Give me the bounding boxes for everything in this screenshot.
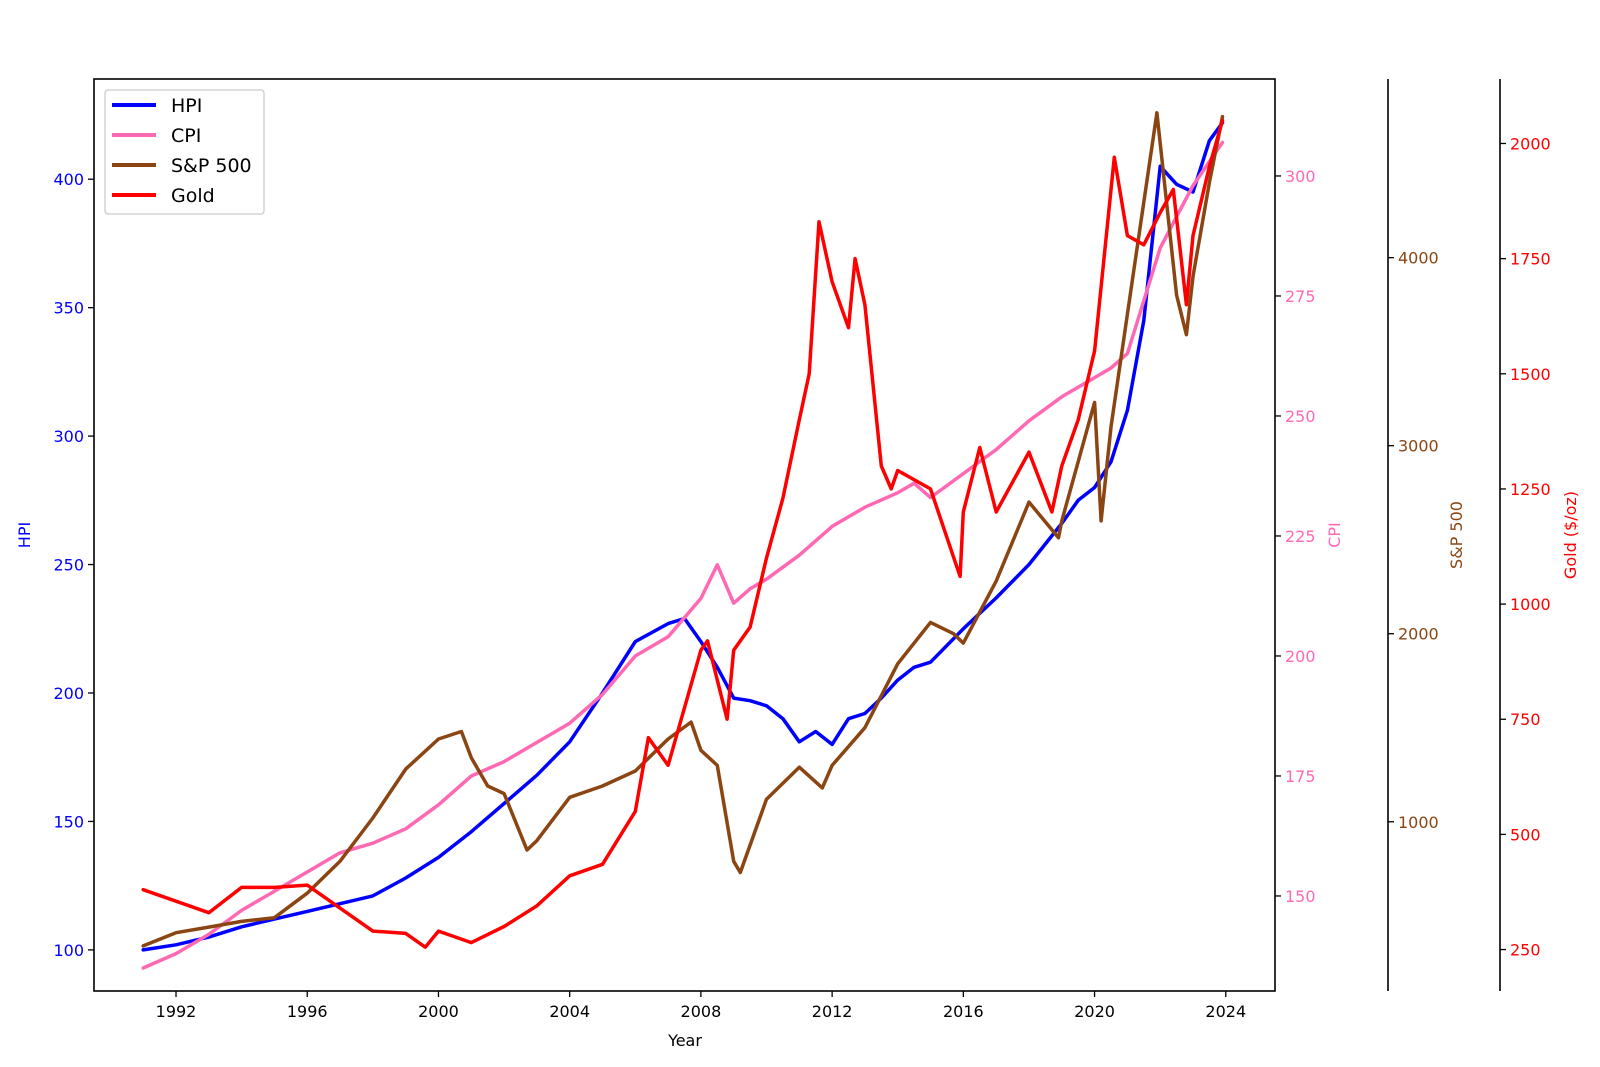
x-tick-label: 2020 [1074, 1002, 1115, 1021]
series-lines [141, 111, 1225, 970]
y-axes: 100150200250300350400HPI1501752002252502… [15, 79, 1580, 991]
y-tick-label-gold: 750 [1510, 710, 1541, 729]
y-axis-title-hpi: HPI [15, 522, 34, 548]
y-tick-label-hpi: 400 [53, 170, 84, 189]
x-tick-label: 2012 [812, 1002, 853, 1021]
y-tick-label-sp500: 1000 [1398, 813, 1439, 832]
y-tick-label-cpi: 175 [1285, 767, 1316, 786]
y-tick-label-sp500: 4000 [1398, 249, 1439, 268]
y-tick-label-cpi: 300 [1285, 167, 1316, 186]
y-tick-label-gold: 1750 [1510, 250, 1551, 269]
series-line-s-p-500 [141, 111, 1225, 948]
y-tick-label-cpi: 225 [1285, 527, 1316, 546]
x-axis: 1992 1996 2000 2004 2008 2012 2016 2020 2024 [156, 991, 1246, 1021]
plot-area-frame [93, 78, 1276, 992]
legend-box [104, 89, 265, 215]
legend: HPI CPI S&P 500 Gold [104, 89, 265, 215]
y-axis-title-gold: Gold ($/oz) [1561, 491, 1580, 579]
x-tick-label: 1996 [287, 1002, 328, 1021]
y-axis-sp500: 1000 2000 3000 4000 S&P 500 [1387, 79, 1466, 991]
series-line-gold [141, 118, 1225, 949]
y-tick-label-gold: 2000 [1510, 134, 1551, 153]
y-tick-label-cpi: 200 [1285, 647, 1316, 666]
y-axis-cpi: 150 175 200 225 250 275 300 CPI [1275, 167, 1344, 906]
y-axis-hpi: 100 150 200 250 300 350 400 HPI [15, 170, 94, 960]
y-tick-label-gold: 500 [1510, 825, 1541, 844]
y-tick-label-cpi: 150 [1285, 887, 1316, 906]
x-tick-label: 2016 [943, 1002, 984, 1021]
x-tick-label: 1992 [156, 1002, 197, 1021]
x-tick-label: 2008 [681, 1002, 722, 1021]
y-tick-label-hpi: 100 [53, 941, 84, 960]
y-tick-label-hpi: 200 [53, 684, 84, 703]
y-axis-title-cpi: CPI [1325, 522, 1344, 548]
legend-entries: HPI CPI S&P 500 Gold [112, 95, 252, 207]
legend-label-cpi: CPI [171, 125, 201, 147]
x-tick-label: 2004 [549, 1002, 590, 1021]
y-axis-gold: 250 500 750 1000 1250 1500 1750 2000 Gold ($/oz) [1499, 79, 1580, 991]
x-axis-title: Year [667, 1031, 702, 1050]
y-tick-label-gold: 1250 [1510, 480, 1551, 499]
y-tick-label-cpi: 275 [1285, 287, 1316, 306]
y-axis-title-sp500: S&P 500 [1447, 501, 1466, 569]
y-tick-label-sp500: 3000 [1398, 437, 1439, 456]
x-tick-label: 2024 [1205, 1002, 1246, 1021]
y-tick-label-cpi: 250 [1285, 407, 1316, 426]
y-tick-label-gold: 250 [1510, 941, 1541, 960]
legend-label-s-p-500: S&P 500 [171, 155, 252, 177]
y-tick-label-hpi: 250 [53, 556, 84, 575]
y-tick-label-hpi: 150 [53, 812, 84, 831]
y-tick-label-hpi: 350 [53, 299, 84, 318]
y-tick-label-hpi: 300 [53, 427, 84, 446]
y-tick-label-gold: 1000 [1510, 595, 1551, 614]
y-tick-label-gold: 1500 [1510, 365, 1551, 384]
x-tick-label: 2000 [418, 1002, 459, 1021]
legend-label-hpi: HPI [171, 95, 202, 117]
y-tick-label-sp500: 2000 [1398, 625, 1439, 644]
legend-label-gold: Gold [171, 185, 215, 207]
